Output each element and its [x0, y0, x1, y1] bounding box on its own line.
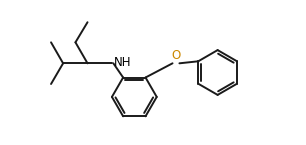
Text: O: O	[171, 49, 181, 62]
Text: NH: NH	[114, 56, 132, 69]
